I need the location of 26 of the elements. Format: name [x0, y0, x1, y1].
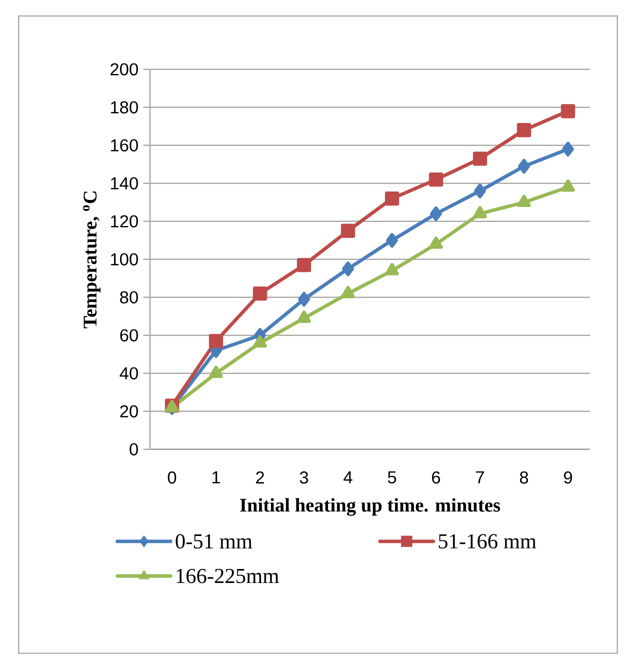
x-tick-label: 9 [564, 471, 572, 484]
y-tick-label: 80 [120, 291, 138, 304]
y-tick-label: 40 [120, 367, 138, 380]
x-tick-label: 8 [520, 471, 528, 484]
x-tick-label: 6 [432, 471, 440, 484]
y-axis-title: Temperature, $^{o}$C [83, 192, 101, 328]
x-tick-label: 3 [300, 471, 308, 484]
legend-label: 0-51 mm [176, 534, 252, 549]
y-tick-label: 180 [111, 101, 138, 114]
y-tick-label: 120 [111, 215, 138, 228]
y-tick-label: 200 [110, 63, 138, 76]
y-tick-label: 100 [111, 253, 138, 266]
y-tick-label: 60 [120, 329, 138, 342]
x-axis-title: Initial heating up time. minutes [240, 498, 500, 516]
legend-label: 166-225mm [176, 568, 279, 584]
y-tick-label: 140 [111, 177, 138, 190]
x-tick-label: 2 [256, 471, 264, 484]
x-tick-label: 5 [388, 471, 396, 484]
y-tick-label: 160 [111, 139, 138, 152]
x-tick-label: 1 [212, 471, 220, 484]
y-tick-label: 0 [130, 443, 138, 456]
x-tick-label: 4 [344, 471, 352, 484]
legend-label: 51-166 mm [438, 534, 536, 548]
y-tick-label: 20 [120, 405, 138, 418]
x-tick-label: 7 [476, 471, 484, 484]
x-tick-label: 0 [168, 471, 176, 484]
